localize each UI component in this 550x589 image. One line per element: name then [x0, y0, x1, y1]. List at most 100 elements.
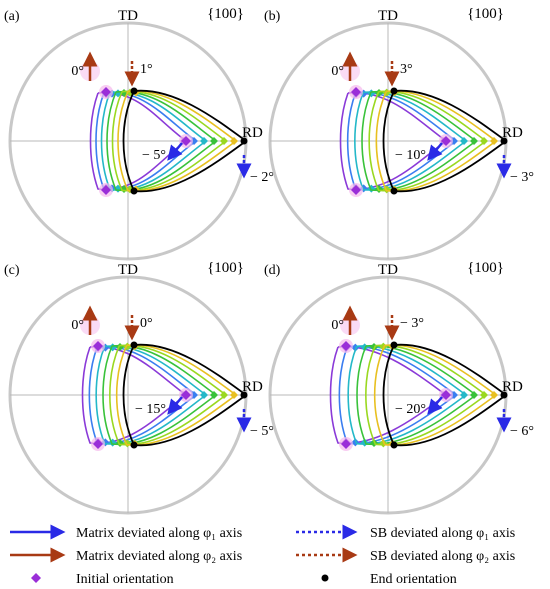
sb-phi1-value: − 3°: [510, 170, 534, 185]
td-label: TD: [378, 8, 398, 24]
matrix-phi1-arrow: [167, 396, 183, 415]
trajectory-marker: [490, 391, 498, 399]
legend: Matrix deviated along φ₁ axis Matrix dev…: [10, 524, 515, 587]
initial-orientation-marker: [181, 136, 191, 146]
initial-orientation-marker: [341, 439, 351, 449]
orientation-trajectory-5: [111, 90, 228, 192]
sb-phi1-value: − 5°: [250, 424, 274, 439]
trajectory-marker: [220, 391, 228, 399]
initial-orientation-marker: [93, 341, 103, 351]
matrix-phi1-arrow: [427, 142, 443, 161]
trajectory-marker: [460, 391, 468, 399]
trajectory-marker: [210, 137, 218, 145]
orientation-trajectory-4: [102, 344, 218, 446]
orientation-trajectory-3: [95, 345, 208, 445]
initial-orientation-marker: [101, 185, 111, 195]
legend-end-label: End orientation: [370, 572, 457, 587]
pole-figure-c: (c) TD {100} RD 0° 0° − 15° − 5°: [4, 260, 274, 515]
legend-sb-phi1-label: SB deviated along φ₁ axis: [370, 526, 515, 541]
orientation-trajectory-5: [365, 344, 488, 446]
end-orientation-marker: [130, 441, 138, 449]
initial-orientation-marker: [351, 87, 361, 97]
end-orientation-marker: [390, 441, 398, 449]
matrix-phi1-value: − 20°: [395, 402, 426, 417]
trajectory-marker: [460, 137, 468, 145]
orientation-trajectory-5: [109, 344, 228, 446]
orientation-trajectory-7: [382, 89, 508, 193]
orientation-trajectory-6: [117, 90, 238, 192]
td-label: TD: [118, 262, 138, 278]
orientation-trajectory-2: [95, 91, 198, 191]
legend-matrix-phi1: Matrix deviated along φ₁ axis: [10, 524, 242, 541]
trajectory-marker: [367, 89, 376, 98]
end-orientation-marker: [500, 137, 508, 145]
end-orientation-marker: [390, 87, 398, 95]
initial-orientation-marker: [441, 390, 451, 400]
orientation-trajectory-1: [329, 345, 448, 445]
panel-label: (b): [264, 9, 281, 24]
end-orientation-marker: [240, 137, 248, 145]
legend-sb-phi1: SB deviated along φ₁ axis: [296, 524, 515, 541]
orientation-trajectory-3: [347, 345, 468, 445]
sb-phi2-value: 0°: [140, 316, 153, 331]
orientation-trajectory-2: [338, 345, 458, 445]
matrix-phi2-value: 0°: [331, 318, 344, 333]
legend-matrix-phi1-label: Matrix deviated along φ₁ axis: [76, 526, 242, 541]
trajectory-marker: [480, 391, 488, 399]
legend-matrix-phi2-label: Matrix deviated along φ₂ axis: [76, 549, 242, 564]
initial-orientation-marker: [441, 136, 451, 146]
trajectory-marker: [220, 137, 228, 145]
end-orientation-marker: [130, 341, 138, 349]
orientation-trajectory-1: [81, 345, 188, 445]
initial-orientation-marker: [181, 390, 191, 400]
rd-label: RD: [242, 125, 263, 141]
end-orientation-marker: [390, 341, 398, 349]
orientation-trajectory-2: [88, 345, 198, 445]
pole-figure-a: (a) TD {100} RD 0° 1° − 5° − 2°: [4, 6, 274, 261]
initial-orientation-marker: [341, 341, 351, 351]
orientation-trajectory-2: [346, 91, 458, 191]
trajectory-marker: [367, 184, 376, 193]
trajectory-marker: [470, 137, 478, 145]
initial-orientation-marker: [351, 185, 361, 195]
orientation-trajectory-1: [339, 91, 448, 191]
matrix-phi2-value: 0°: [71, 64, 84, 79]
panel-label: (a): [4, 9, 20, 24]
rd-label: RD: [242, 379, 263, 395]
matrix-phi2-value: 0°: [331, 64, 344, 79]
orientation-trajectory-3: [354, 91, 468, 191]
pole-label: {100}: [207, 260, 244, 276]
trajectory-marker: [200, 391, 208, 399]
end-orientation-marker: [240, 391, 248, 399]
td-label: TD: [378, 262, 398, 278]
orientation-trajectory-6: [115, 344, 238, 446]
trajectory-marker: [490, 137, 498, 145]
orientation-trajectory-3: [100, 91, 208, 191]
legend-sb-phi2: SB deviated along φ₂ axis: [296, 547, 515, 564]
panel-label: (d): [264, 263, 281, 278]
end-orientation-marker: [390, 187, 398, 195]
end-orientation-marker: [500, 391, 508, 399]
panel-label: (c): [4, 263, 20, 278]
initial-marker-icon: [31, 573, 41, 583]
legend-initial-label: Initial orientation: [76, 572, 174, 587]
orientation-trajectory-5: [368, 90, 488, 192]
initial-orientation-marker: [101, 87, 111, 97]
sb-phi2-value: 1°: [140, 62, 153, 77]
trajectory-marker: [200, 137, 208, 145]
initial-orientation-marker: [93, 439, 103, 449]
orientation-trajectory-4: [106, 90, 218, 192]
td-label: TD: [118, 8, 138, 24]
orientation-trajectory-7: [122, 89, 248, 193]
orientation-trajectory-4: [361, 90, 478, 192]
orientation-trajectory-1: [89, 91, 188, 191]
trajectory-marker: [480, 137, 488, 145]
rd-label: RD: [502, 379, 523, 395]
pole-label: {100}: [467, 260, 504, 276]
orientation-trajectory-6: [375, 90, 498, 192]
sb-phi1-value: − 6°: [510, 424, 534, 439]
end-marker-icon: [321, 574, 329, 582]
matrix-phi1-value: − 5°: [142, 148, 166, 163]
end-orientation-marker: [130, 187, 138, 195]
